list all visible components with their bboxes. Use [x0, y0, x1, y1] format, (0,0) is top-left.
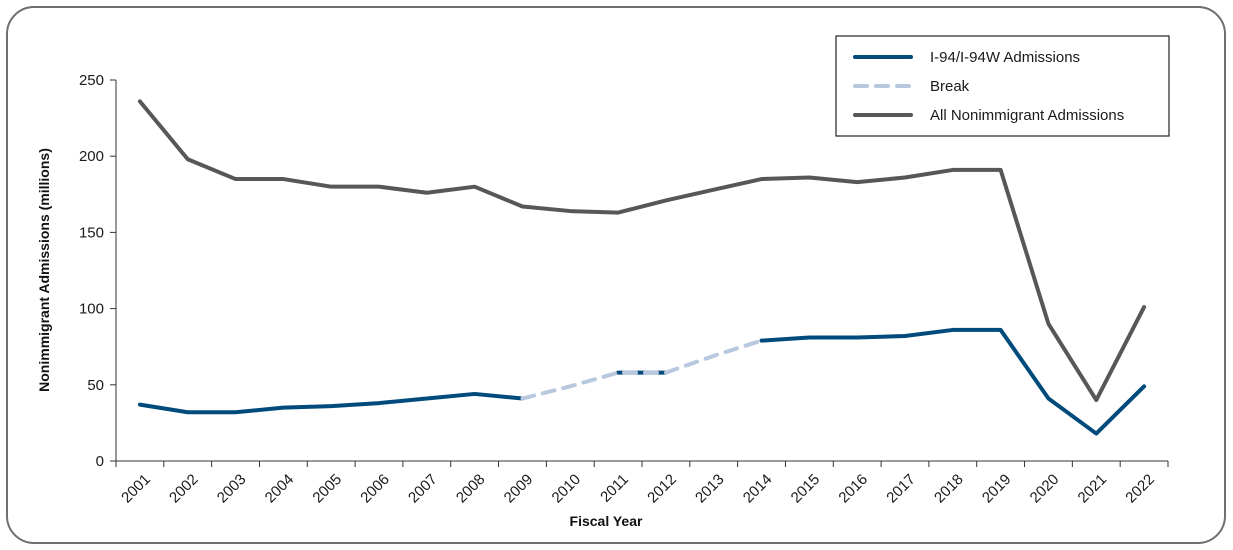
x-tick-label: 2009	[501, 471, 537, 507]
legend-label-i-94-i-94w-admissions: I-94/I-94W Admissions	[930, 49, 1080, 66]
x-axis-title: Fiscal Year	[570, 513, 643, 529]
series-line-i-94-i-94w-admissions	[140, 394, 523, 412]
x-tick-label: 2021	[1075, 471, 1111, 507]
x-tick-label: 2001	[118, 471, 154, 507]
legend-label-all-nonimmigrant-admissions: All Nonimmigrant Admissions	[930, 107, 1124, 124]
x-tick-label: 2020	[1027, 471, 1063, 507]
series-line-break	[522, 341, 761, 399]
y-tick-label: 100	[79, 301, 104, 318]
y-tick-label: 250	[79, 72, 104, 89]
legend-label-break: Break	[930, 78, 970, 95]
x-tick-label: 2016	[835, 471, 871, 507]
y-tick-label: 0	[96, 453, 104, 470]
y-tick-label: 200	[79, 148, 104, 165]
x-tick-label: 2005	[309, 471, 345, 507]
x-tick-label: 2004	[262, 471, 298, 507]
x-tick-label: 2010	[549, 471, 585, 507]
axes: 0 50 100 150 200 250 2001 2002 2003 2004 2005 2006 2…	[79, 72, 1168, 506]
x-tick-label: 2017	[883, 471, 919, 507]
y-tick-label: 50	[87, 377, 104, 394]
series-line-all-nonimmigrant-admissions	[140, 101, 1144, 400]
x-tick-label: 2018	[931, 471, 967, 507]
y-axis-title: Nonimmigrant Admissions (millions)	[36, 148, 52, 392]
x-tick-label: 2012	[644, 471, 680, 507]
x-tick-label: 2019	[979, 471, 1015, 507]
x-tick-label: 2006	[357, 471, 393, 507]
x-tick-label: 2013	[692, 471, 728, 507]
series-layer	[140, 101, 1144, 433]
x-tick-label: 2022	[1122, 471, 1158, 507]
x-tick-label: 2002	[166, 471, 202, 507]
x-tick-label: 2014	[740, 471, 776, 507]
y-tick-label: 150	[79, 224, 104, 241]
x-tick-label: 2008	[453, 471, 489, 507]
x-tick-label: 2007	[405, 471, 441, 507]
x-tick-label: 2015	[788, 471, 824, 507]
x-tick-label: 2011	[597, 471, 632, 506]
x-tick-label: 2003	[214, 471, 250, 507]
